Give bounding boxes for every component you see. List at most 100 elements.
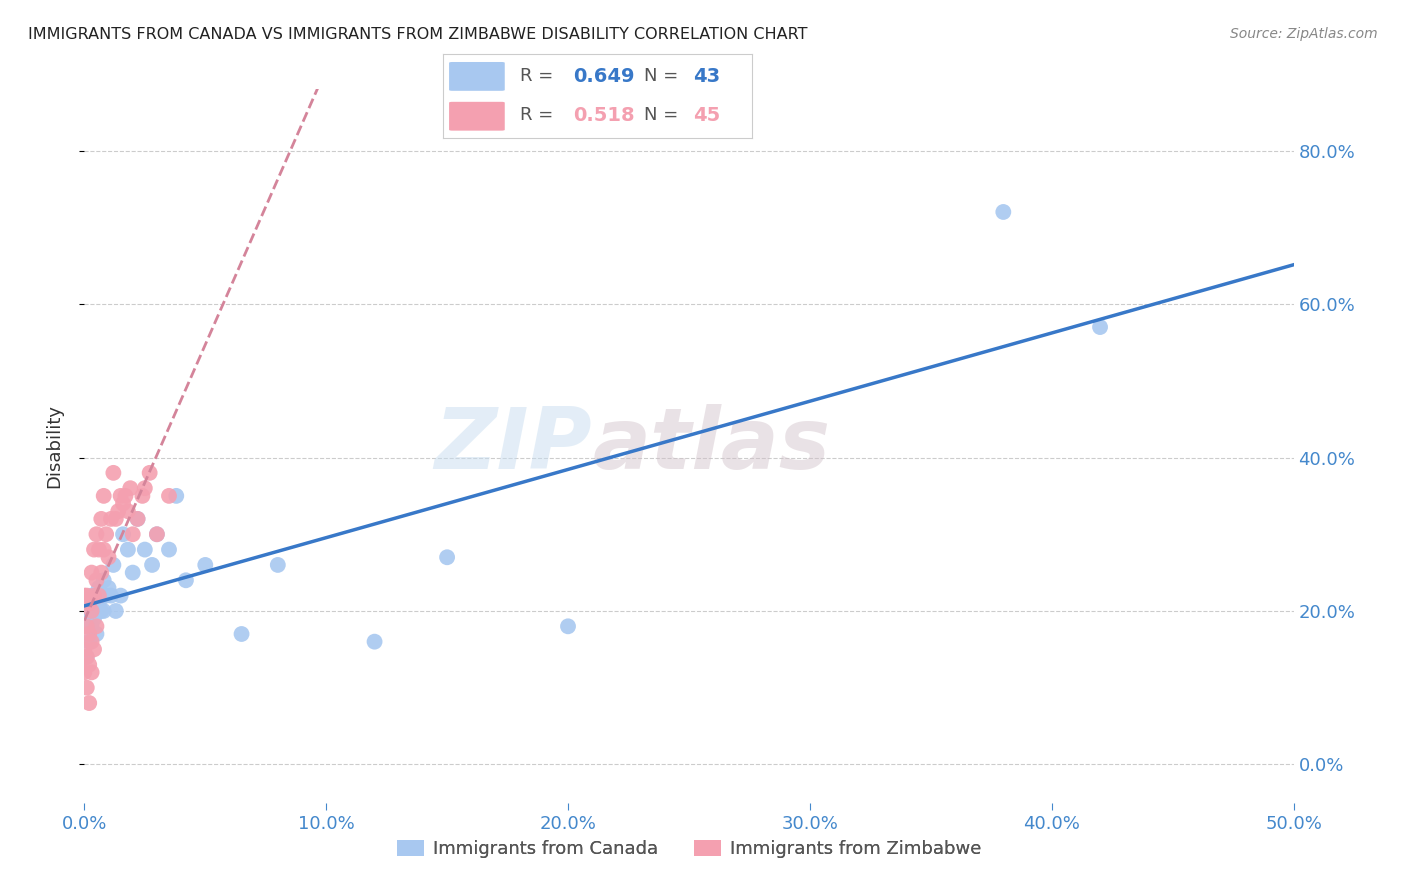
Point: [1088, 320, 1111, 334]
Point: [112, 527, 135, 541]
Point: [104, 604, 127, 618]
Text: 45: 45: [693, 106, 721, 125]
Point: [993, 205, 1015, 219]
Point: [77, 627, 100, 641]
Legend: Immigrants from Canada, Immigrants from Zimbabwe: Immigrants from Canada, Immigrants from …: [389, 832, 988, 865]
Point: [80, 604, 103, 618]
Point: [117, 504, 139, 518]
Point: [76, 650, 98, 665]
Y-axis label: Disability: Disability: [45, 404, 63, 488]
Point: [83, 642, 105, 657]
Point: [80, 634, 103, 648]
Point: [83, 542, 105, 557]
Point: [134, 542, 156, 557]
Point: [194, 558, 217, 572]
Point: [93, 489, 115, 503]
Point: [93, 604, 115, 618]
Point: [80, 619, 103, 633]
Point: [86, 619, 108, 633]
Point: [100, 589, 122, 603]
Point: [117, 542, 139, 557]
Point: [76, 619, 98, 633]
Point: [121, 566, 143, 580]
Point: [146, 527, 169, 541]
Point: [146, 527, 169, 541]
Point: [77, 657, 100, 672]
Point: [76, 681, 98, 695]
Point: [557, 619, 579, 633]
Point: [436, 550, 458, 565]
Text: R =: R =: [520, 106, 560, 124]
Point: [157, 489, 180, 503]
Point: [87, 596, 110, 610]
Point: [112, 497, 135, 511]
Point: [231, 627, 253, 641]
Text: N =: N =: [644, 68, 683, 86]
Point: [86, 527, 108, 541]
Point: [86, 627, 108, 641]
Point: [94, 527, 117, 541]
Text: 43: 43: [693, 67, 720, 86]
Point: [363, 634, 385, 648]
Point: [138, 466, 160, 480]
Point: [107, 504, 129, 518]
Point: [100, 512, 122, 526]
Text: R =: R =: [520, 68, 560, 86]
Point: [83, 612, 105, 626]
Point: [87, 581, 110, 595]
Point: [94, 589, 117, 603]
Point: [83, 589, 105, 603]
Point: [77, 596, 100, 610]
Point: [127, 512, 149, 526]
Point: [80, 589, 103, 603]
Point: [267, 558, 290, 572]
Point: [141, 558, 163, 572]
Point: [76, 650, 98, 665]
Point: [86, 589, 108, 603]
Point: [80, 566, 103, 580]
Point: [120, 481, 142, 495]
Point: [93, 542, 115, 557]
Point: [134, 481, 156, 495]
Point: [97, 550, 120, 565]
Point: [77, 604, 100, 618]
Point: [86, 574, 108, 588]
Point: [103, 466, 125, 480]
Point: [97, 581, 120, 595]
Point: [87, 604, 110, 618]
Point: [165, 489, 187, 503]
Text: Source: ZipAtlas.com: Source: ZipAtlas.com: [1230, 27, 1378, 41]
Point: [127, 512, 149, 526]
Point: [110, 489, 132, 503]
Point: [76, 619, 98, 633]
Point: [83, 596, 105, 610]
Point: [104, 512, 127, 526]
Point: [77, 696, 100, 710]
Text: N =: N =: [644, 106, 683, 124]
Text: 0.649: 0.649: [572, 67, 634, 86]
Point: [157, 542, 180, 557]
Point: [87, 589, 110, 603]
FancyBboxPatch shape: [449, 62, 505, 91]
Point: [86, 604, 108, 618]
Text: IMMIGRANTS FROM CANADA VS IMMIGRANTS FROM ZIMBABWE DISABILITY CORRELATION CHART: IMMIGRANTS FROM CANADA VS IMMIGRANTS FRO…: [28, 27, 807, 42]
Point: [73, 642, 96, 657]
Point: [90, 589, 112, 603]
Point: [87, 542, 110, 557]
Point: [114, 489, 136, 503]
Point: [121, 527, 143, 541]
Point: [80, 604, 103, 618]
Point: [90, 566, 112, 580]
Text: 0.518: 0.518: [572, 106, 634, 125]
Point: [93, 574, 115, 588]
Point: [77, 634, 100, 648]
Point: [110, 589, 132, 603]
Point: [73, 665, 96, 680]
Point: [90, 604, 112, 618]
Point: [76, 589, 98, 603]
Point: [80, 665, 103, 680]
Point: [73, 589, 96, 603]
Point: [90, 512, 112, 526]
Point: [103, 558, 125, 572]
Point: [174, 574, 197, 588]
